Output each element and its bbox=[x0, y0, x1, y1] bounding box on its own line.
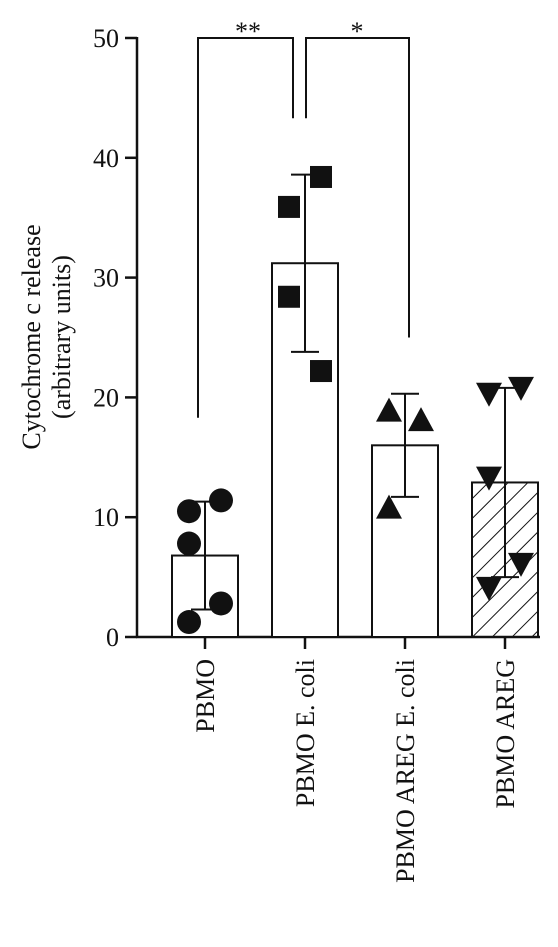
bracket bbox=[305, 37, 410, 338]
point bbox=[310, 165, 332, 188]
point bbox=[376, 494, 402, 519]
y-tick-label: 10 bbox=[93, 503, 119, 532]
x-tick-label: PBMO AREG E. coli bbox=[391, 659, 420, 883]
y-tick-label: 40 bbox=[93, 144, 119, 173]
annotation: * bbox=[351, 17, 364, 46]
point bbox=[278, 195, 300, 218]
point bbox=[508, 552, 534, 577]
x-tick-label: PBMO E. coli bbox=[291, 659, 320, 807]
point bbox=[476, 382, 502, 407]
point bbox=[209, 591, 233, 616]
point bbox=[310, 360, 332, 383]
y-tick-label: 20 bbox=[93, 383, 119, 412]
y-tick-label: 50 bbox=[93, 24, 119, 53]
x-tick-label: PBMO bbox=[191, 659, 220, 733]
point bbox=[508, 376, 534, 401]
point bbox=[376, 397, 402, 422]
x-tick-label: PBMO AREG bbox=[491, 659, 520, 809]
point bbox=[177, 610, 201, 635]
bracket bbox=[197, 37, 294, 418]
y-tick-label: 0 bbox=[106, 623, 119, 652]
y-tick-label: 30 bbox=[93, 264, 119, 293]
point bbox=[209, 488, 233, 513]
annotation: ** bbox=[235, 17, 261, 46]
point bbox=[476, 576, 502, 601]
point bbox=[408, 407, 434, 432]
error-bar bbox=[391, 392, 419, 498]
point bbox=[476, 466, 502, 491]
y-axis-label: Cytochrome c release bbox=[17, 224, 46, 449]
point bbox=[177, 499, 201, 524]
y-axis-label: (arbitrary units) bbox=[47, 255, 76, 419]
point bbox=[278, 285, 300, 308]
point bbox=[177, 531, 201, 556]
